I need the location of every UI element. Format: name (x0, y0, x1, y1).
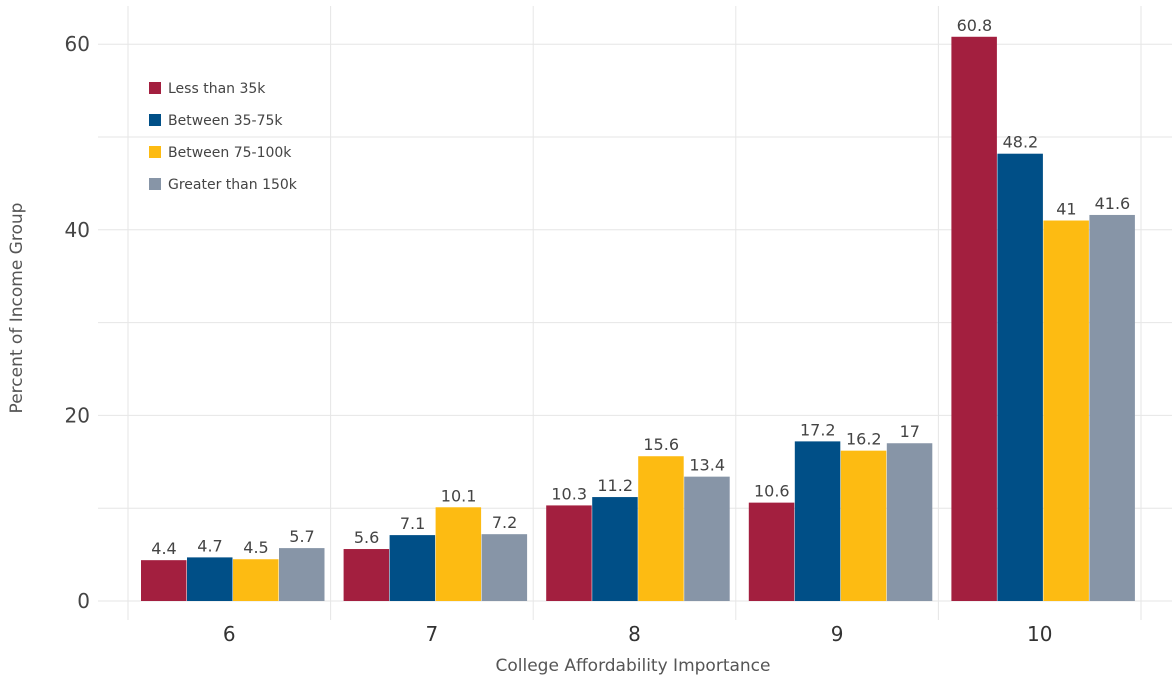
legend-label: Between 75-100k (168, 145, 292, 161)
bar-value-label: 5.6 (354, 528, 379, 547)
x-tick-label: 6 (223, 622, 236, 646)
legend-swatch (149, 146, 161, 158)
legend-label: Between 35-75k (168, 113, 283, 129)
legend-item: Less than 35k (149, 81, 266, 97)
bar (997, 153, 1043, 602)
bar-value-label: 17 (900, 422, 920, 441)
bar-value-label: 7.2 (492, 513, 517, 532)
legend-label: Greater than 150k (168, 177, 298, 193)
y-axis-title: Percent of Income Group (7, 203, 27, 414)
bars (141, 36, 1135, 602)
bar-value-label: 17.2 (800, 420, 836, 439)
bar (1043, 220, 1089, 601)
axis-ticks: 0 20 40 60 6 7 8 9 10 (65, 32, 1053, 646)
bar-value-label: 7.1 (400, 514, 425, 533)
bar (886, 443, 933, 601)
bar-value-label: 41 (1056, 200, 1076, 219)
gridlines (98, 6, 1172, 620)
x-axis-title: College Affordability Importance (496, 656, 771, 676)
bar (546, 505, 592, 601)
bar (1089, 214, 1135, 601)
bar (141, 560, 187, 601)
legend-item: Between 75-100k (149, 145, 292, 161)
bar (481, 534, 528, 601)
bar (592, 497, 638, 601)
legend-item: Between 35-75k (149, 113, 283, 129)
legend-item: Greater than 150k (149, 177, 298, 193)
x-tick-label: 7 (426, 622, 439, 646)
y-tick-label: 60 (65, 32, 90, 56)
bar (435, 507, 482, 601)
bar-value-label: 13.4 (689, 456, 725, 475)
bar (187, 557, 233, 601)
x-tick-label: 10 (1027, 622, 1052, 646)
bar (279, 548, 325, 601)
legend-swatch (149, 82, 161, 94)
bar-value-label: 4.4 (151, 539, 176, 558)
bar (840, 450, 887, 601)
x-tick-label: 8 (628, 622, 641, 646)
bar-value-label: 10.3 (551, 484, 587, 503)
bar (638, 456, 684, 601)
bar-value-label: 15.6 (643, 435, 679, 454)
bar-value-label: 41.6 (1095, 194, 1131, 213)
y-tick-label: 20 (65, 403, 90, 427)
bar-value-label: 10.1 (441, 486, 477, 505)
legend: Less than 35k Between 35-75k Between 75-10… (149, 81, 298, 193)
bar-value-label: 11.2 (597, 476, 633, 495)
y-tick-label: 40 (65, 218, 90, 242)
bar-value-label: 48.2 (1003, 133, 1039, 152)
bar (748, 502, 795, 601)
bar-value-label: 4.5 (243, 538, 268, 557)
bar-value-labels: 4.4 4.7 4.5 5.7 5.6 7.1 10.1 7.2 10.3 11.2 15.6 13.… (151, 16, 1130, 558)
legend-swatch (149, 178, 161, 190)
bar (233, 559, 279, 601)
bar-value-label: 4.7 (197, 536, 222, 555)
bar (684, 476, 730, 601)
bar (389, 535, 436, 601)
legend-label: Less than 35k (168, 81, 266, 97)
bar-value-label: 16.2 (846, 430, 882, 449)
bar (794, 441, 841, 601)
bar-value-label: 5.7 (289, 527, 314, 546)
bar-value-label: 60.8 (957, 16, 993, 35)
y-tick-label: 0 (77, 589, 90, 613)
legend-swatch (149, 114, 161, 126)
x-tick-label: 9 (831, 622, 844, 646)
bar (343, 549, 390, 601)
bar (951, 36, 997, 601)
bar-value-label: 10.6 (754, 482, 790, 501)
